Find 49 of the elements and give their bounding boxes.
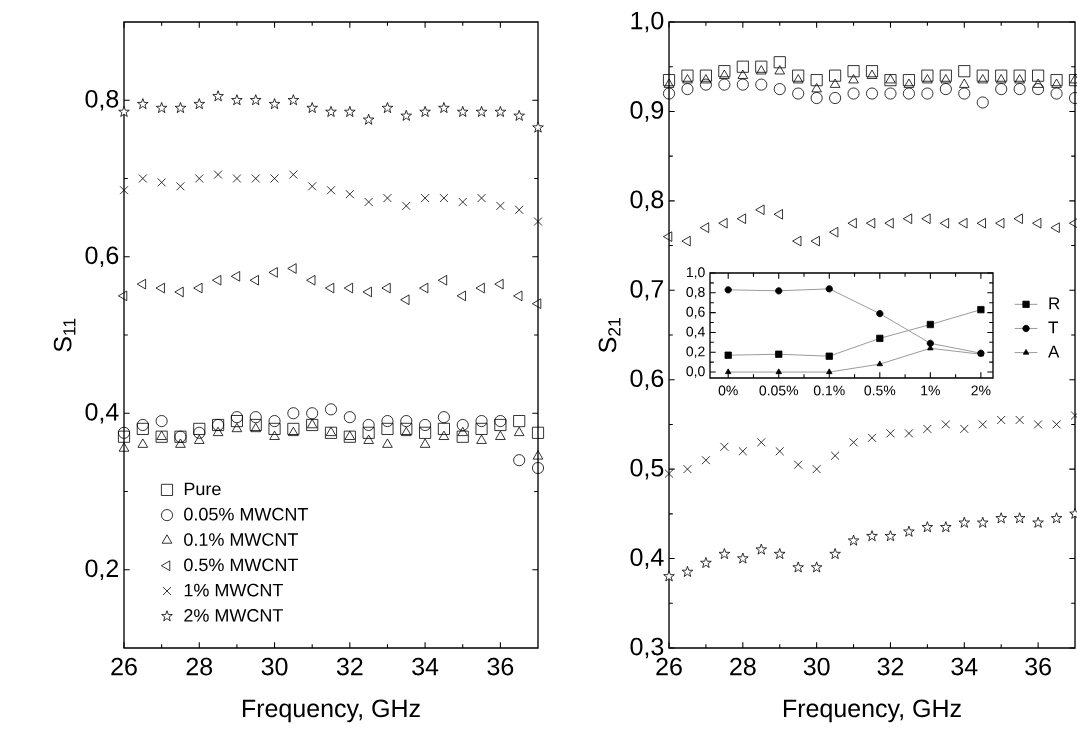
x-tick-label: 28 bbox=[730, 657, 756, 676]
x-tick-label: 34 bbox=[412, 657, 439, 676]
x-tick-label: 26 bbox=[111, 657, 137, 676]
legend-label: 0.5% MWCNT bbox=[184, 558, 298, 572]
x-tick-label: 34 bbox=[951, 657, 978, 676]
x-tick-label: 0.5% bbox=[864, 385, 896, 396]
legend-label: T bbox=[1048, 321, 1059, 334]
y-tick-label: 1,0 bbox=[631, 11, 664, 33]
x-tick-label: 0.1% bbox=[813, 385, 845, 396]
x-tick-label: 36 bbox=[487, 657, 514, 676]
x-tick-label: 2% bbox=[971, 385, 991, 396]
y-axis-title: S$_{11}$ bbox=[53, 318, 76, 352]
legend-label: 2% MWCNT bbox=[184, 609, 283, 622]
y-tick-label: 0,4 bbox=[630, 548, 664, 569]
y-tick-label: 0,9 bbox=[630, 101, 664, 122]
y-axis-title: S$_{21}$ bbox=[598, 318, 621, 353]
legend-label: R bbox=[1049, 297, 1060, 310]
x-tick-label: 30 bbox=[803, 657, 830, 676]
y-tick-label: 0,3 bbox=[630, 637, 664, 659]
y-tick-label: 0,0 bbox=[686, 366, 705, 378]
x-tick-label: 0.05% bbox=[759, 385, 799, 396]
x-tick-label: 30 bbox=[261, 657, 288, 676]
x-tick-label: 32 bbox=[336, 657, 363, 676]
legend-label: 0.1% MWCNT bbox=[184, 533, 298, 546]
y-tick-label: 0,6 bbox=[630, 369, 664, 391]
legend-label: 0.05% MWCNT bbox=[184, 507, 308, 521]
y-tick-label: 0,6 bbox=[85, 246, 119, 268]
x-tick-label: 26 bbox=[656, 657, 682, 676]
y-tick-label: 0,4 bbox=[85, 402, 119, 424]
y-tick-label: 0,4 bbox=[686, 326, 705, 339]
x-tick-label: 36 bbox=[1025, 657, 1051, 676]
legend-label: 1% MWCNT bbox=[184, 583, 283, 597]
x-axis-title: Frequency, GHz bbox=[242, 699, 420, 723]
x-tick-label: 32 bbox=[877, 657, 904, 676]
x-tick-label: 28 bbox=[186, 657, 213, 676]
x-axis-title: Frequency, GHz bbox=[783, 699, 961, 723]
y-tick-label: 0,6 bbox=[686, 306, 705, 319]
y-tick-label: 0,2 bbox=[85, 559, 119, 581]
y-tick-label: 0,8 bbox=[85, 89, 119, 111]
x-tick-label: 1% bbox=[921, 385, 940, 396]
y-tick-label: 0,7 bbox=[630, 279, 664, 301]
y-tick-label: 1,0 bbox=[686, 267, 705, 279]
y-tick-label: 0,8 bbox=[630, 190, 664, 212]
legend-label: Pure bbox=[184, 482, 221, 496]
legend-label: A bbox=[1048, 345, 1060, 358]
y-tick-label: 0,5 bbox=[630, 458, 664, 480]
y-tick-label: 0,8 bbox=[686, 287, 705, 299]
y-tick-label: 0,2 bbox=[686, 346, 705, 359]
x-tick-label: 0% bbox=[718, 385, 738, 396]
